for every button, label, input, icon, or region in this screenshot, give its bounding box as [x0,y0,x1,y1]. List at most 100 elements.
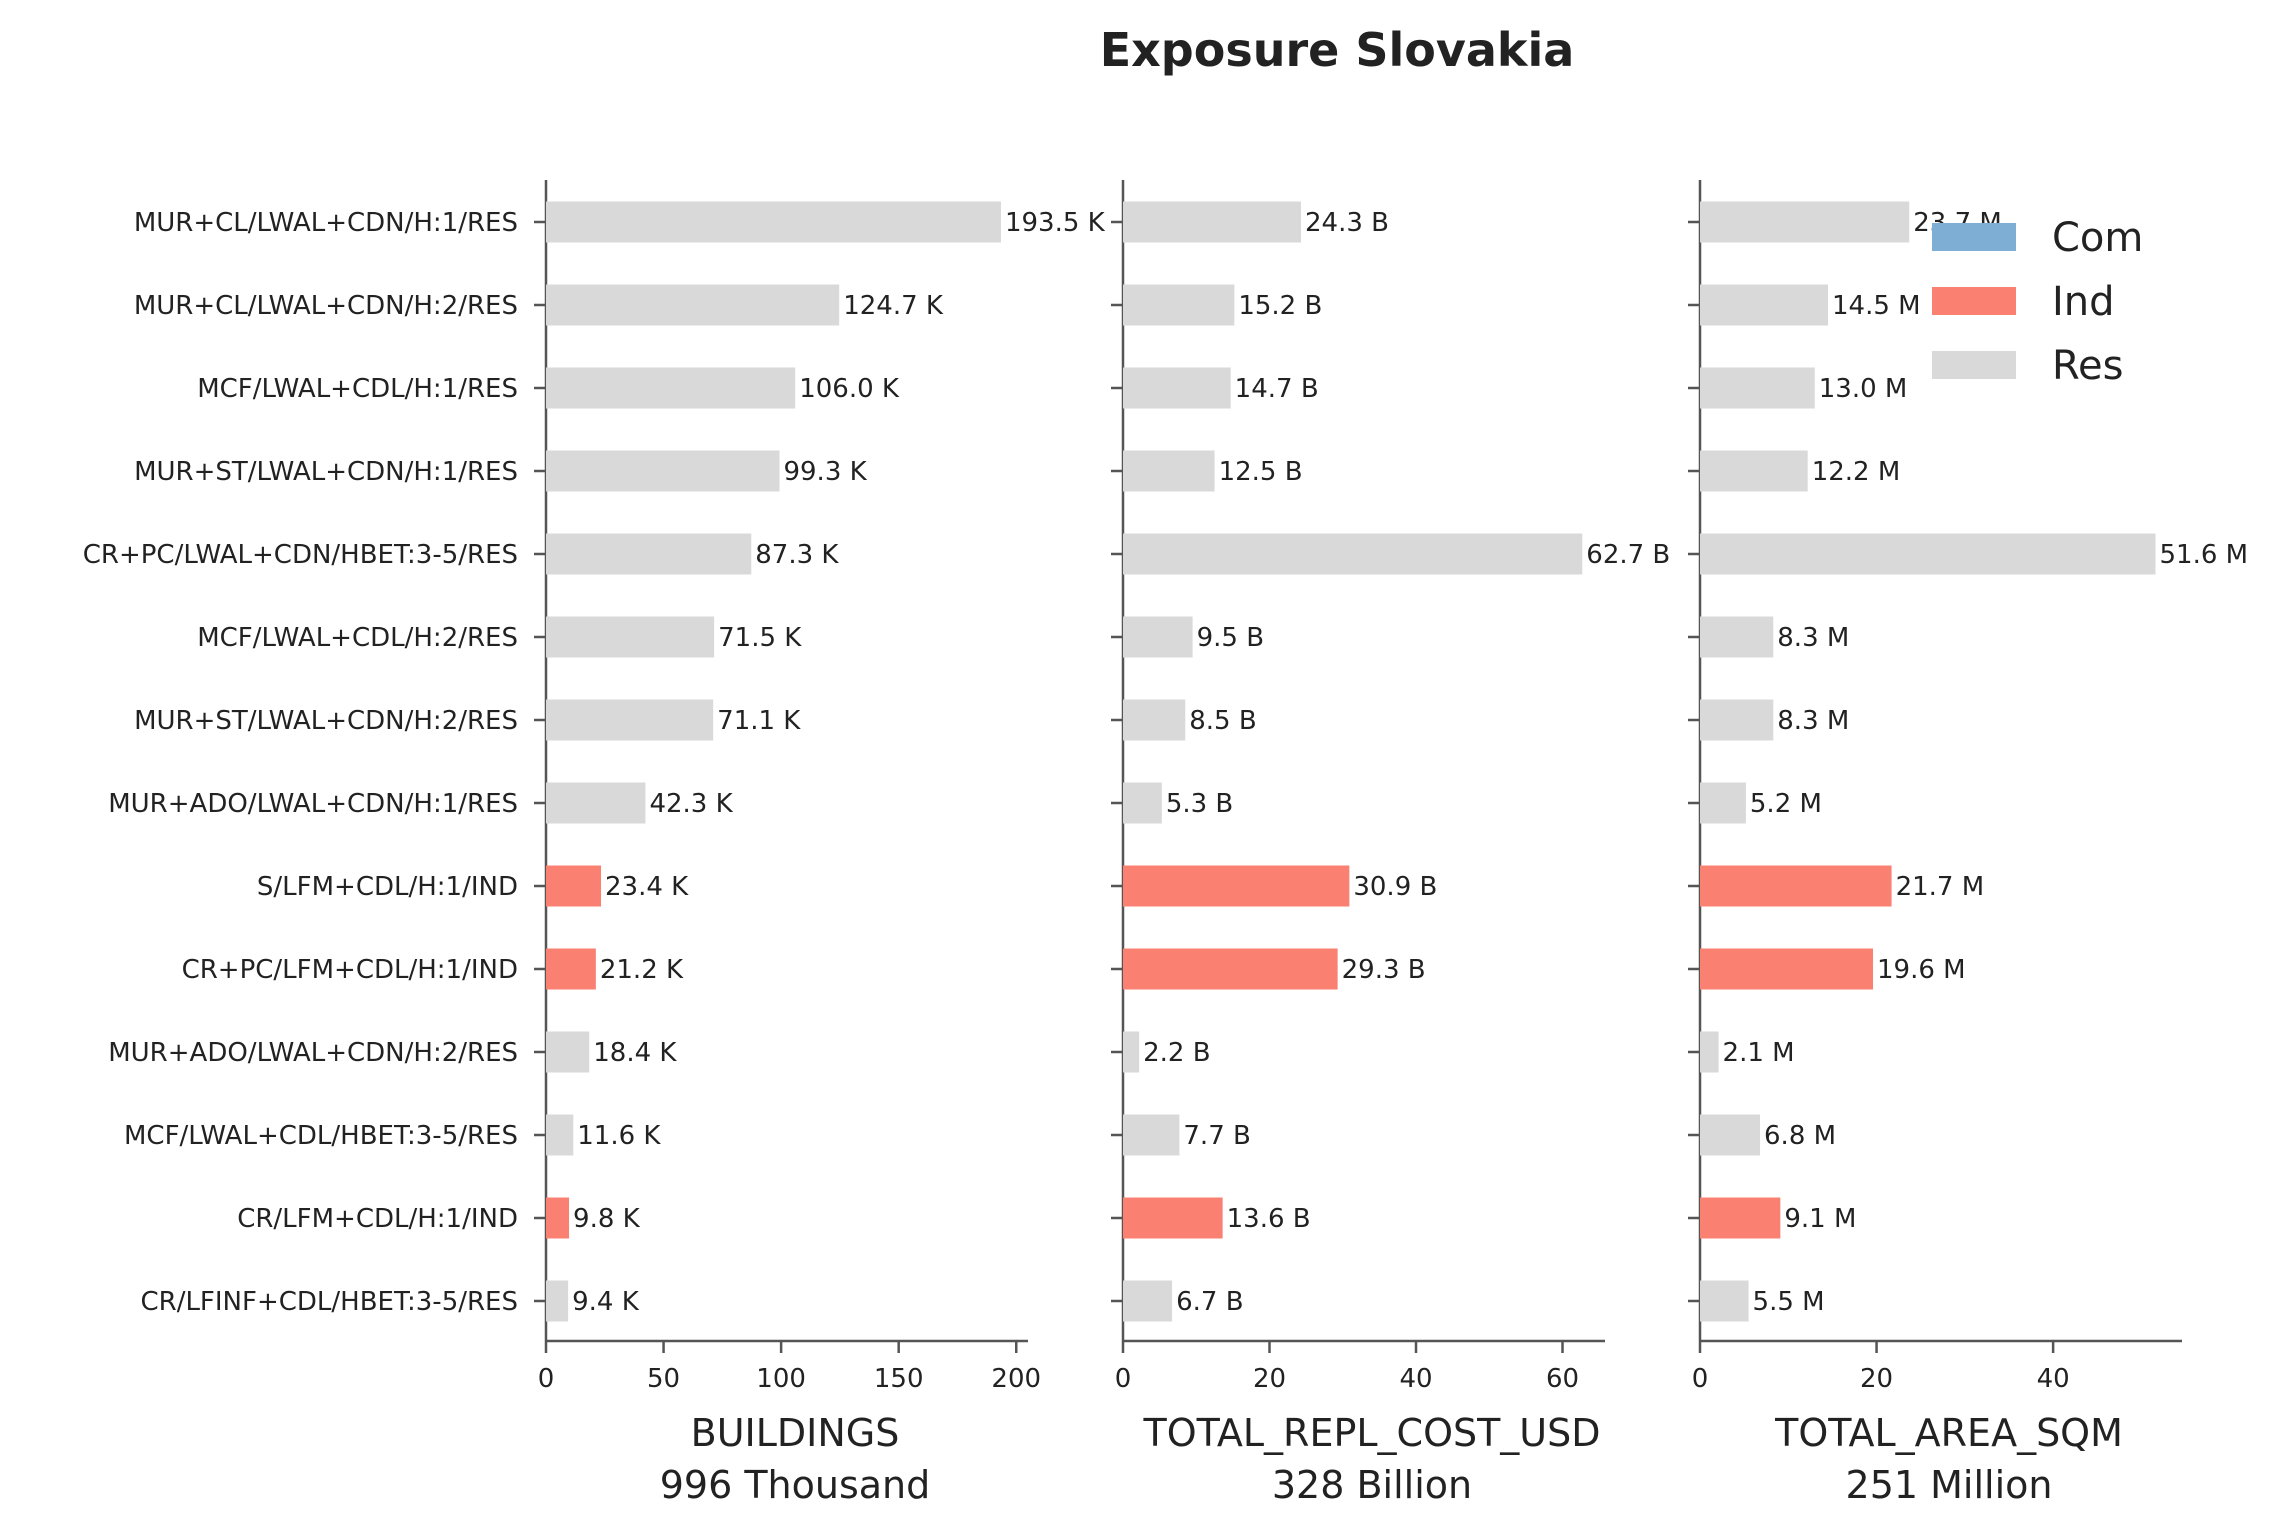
bar-value-label: 14.5 M [1832,291,1921,321]
category-label: S/LFM+CDL/H:1/IND [257,872,518,902]
x-tick-label: 20 [1253,1364,1286,1394]
x-tick-label: 50 [647,1364,680,1394]
bar [546,948,596,990]
bar [1700,1031,1719,1073]
x-tick-label: 0 [538,1364,555,1394]
bar [546,782,646,824]
x-tick-label: 200 [991,1364,1041,1394]
bar-value-label: 8.3 M [1777,706,1849,736]
x-tick-label: 100 [756,1364,806,1394]
bar [1700,201,1910,243]
bar [1123,450,1215,492]
bar [1700,1280,1749,1322]
bar-value-label: 193.5 K [1005,208,1106,238]
bar-value-label: 8.3 M [1777,623,1849,653]
bar [1700,284,1829,326]
bar-value-label: 5.5 M [1753,1287,1825,1317]
category-label: MCF/LWAL+CDL/H:2/RES [197,623,518,653]
bar-value-label: 99.3 K [783,457,867,487]
bar-value-label: 62.7 B [1586,540,1670,570]
bar-value-label: 124.7 K [843,291,944,321]
bar [546,450,780,492]
x-tick-label: 150 [874,1364,924,1394]
bar-value-label: 23.4 K [605,872,689,902]
bar [546,616,715,658]
bar-value-label: 29.3 B [1342,955,1426,985]
category-label: MUR+ST/LWAL+CDN/H:1/RES [134,457,518,487]
panel-2: 24.3 B 15.2 B 14.7 B 12.5 B 62.7 B 9.5 B 8.5 B… [1111,180,1670,1507]
bar-value-label: 12.5 B [1219,457,1303,487]
bar [1123,201,1302,243]
bar [1700,699,1774,741]
bar-value-label: 21.7 M [1896,872,1985,902]
bar [546,1197,570,1239]
bar-value-label: 71.1 K [717,706,801,736]
bar-value-label: 6.8 M [1764,1121,1836,1151]
bar-value-label: 5.2 M [1750,789,1822,819]
bar-value-label: 42.3 K [649,789,733,819]
x-axis-total: 996 Thousand [660,1463,931,1507]
bar [546,533,752,575]
chart-panels: 193.5 K MUR+CL/LWAL+CDN/H:1/RES 124.7 K MUR… [83,180,2248,1507]
bar-value-label: 14.7 B [1235,374,1319,404]
bar-value-label: 2.1 M [1723,1038,1795,1068]
category-label: CR+PC/LWAL+CDN/HBET:3-5/RES [83,540,518,570]
bar [1700,367,1815,409]
x-axis-label: BUILDINGS [691,1411,900,1455]
bar-value-label: 15.2 B [1238,291,1322,321]
legend-label: Res [2052,343,2123,389]
x-tick-label: 60 [1546,1364,1579,1394]
bar [1700,533,2156,575]
bar-value-label: 106.0 K [799,374,900,404]
bar-value-label: 9.1 M [1784,1204,1856,1234]
bar [1123,699,1186,741]
x-axis-label: TOTAL_REPL_COST_USD [1142,1411,1600,1455]
bar [1123,1280,1173,1322]
x-tick-label: 20 [1860,1364,1893,1394]
bar [1123,284,1235,326]
panel-1: 193.5 K MUR+CL/LWAL+CDN/H:1/RES 124.7 K MUR… [83,180,1106,1507]
bar [1123,1197,1223,1239]
bar-value-label: 18.4 K [593,1038,677,1068]
category-label: MCF/LWAL+CDL/HBET:3-5/RES [124,1121,518,1151]
bar [1700,782,1746,824]
bar-value-label: 51.6 M [2160,540,2249,570]
category-label: MUR+CL/LWAL+CDN/H:1/RES [134,208,518,238]
bar-value-label: 9.5 B [1197,623,1264,653]
bar-value-label: 5.3 B [1166,789,1233,819]
bar [1700,865,1892,907]
bar [546,865,602,907]
legend-label: Com [2052,215,2143,261]
x-axis-label: TOTAL_AREA_SQM [1774,1411,2123,1455]
legend-swatch [1932,351,2016,379]
category-label: CR/LFM+CDL/H:1/IND [237,1204,518,1234]
x-axis-total: 328 Billion [1272,1463,1472,1507]
bar-value-label: 8.5 B [1189,706,1256,736]
bar-value-label: 21.2 K [600,955,684,985]
bar [546,367,796,409]
chart-legend: Com Ind Res [1932,215,2143,389]
bar [1700,948,1874,990]
bar [546,201,1001,243]
bar [546,284,840,326]
bar-value-label: 19.6 M [1877,955,1966,985]
bar [1123,616,1193,658]
bar-value-label: 2.2 B [1143,1038,1210,1068]
bar-value-label: 24.3 B [1305,208,1389,238]
bar-value-label: 9.8 K [573,1204,641,1234]
bar-value-label: 11.6 K [577,1121,661,1151]
bar [1123,1114,1180,1156]
bar [1123,782,1162,824]
bar-value-label: 30.9 B [1353,872,1437,902]
category-label: CR+PC/LFM+CDL/H:1/IND [182,955,518,985]
legend-swatch [1932,287,2016,315]
chart-title: Exposure Slovakia [1100,23,1575,77]
bar [1123,367,1231,409]
bar-value-label: 12.2 M [1812,457,1901,487]
bar [546,1031,590,1073]
category-label: MUR+ADO/LWAL+CDN/H:1/RES [108,789,518,819]
bar-value-label: 13.6 B [1227,1204,1311,1234]
bar [1123,865,1350,907]
legend-label: Ind [2052,279,2115,325]
